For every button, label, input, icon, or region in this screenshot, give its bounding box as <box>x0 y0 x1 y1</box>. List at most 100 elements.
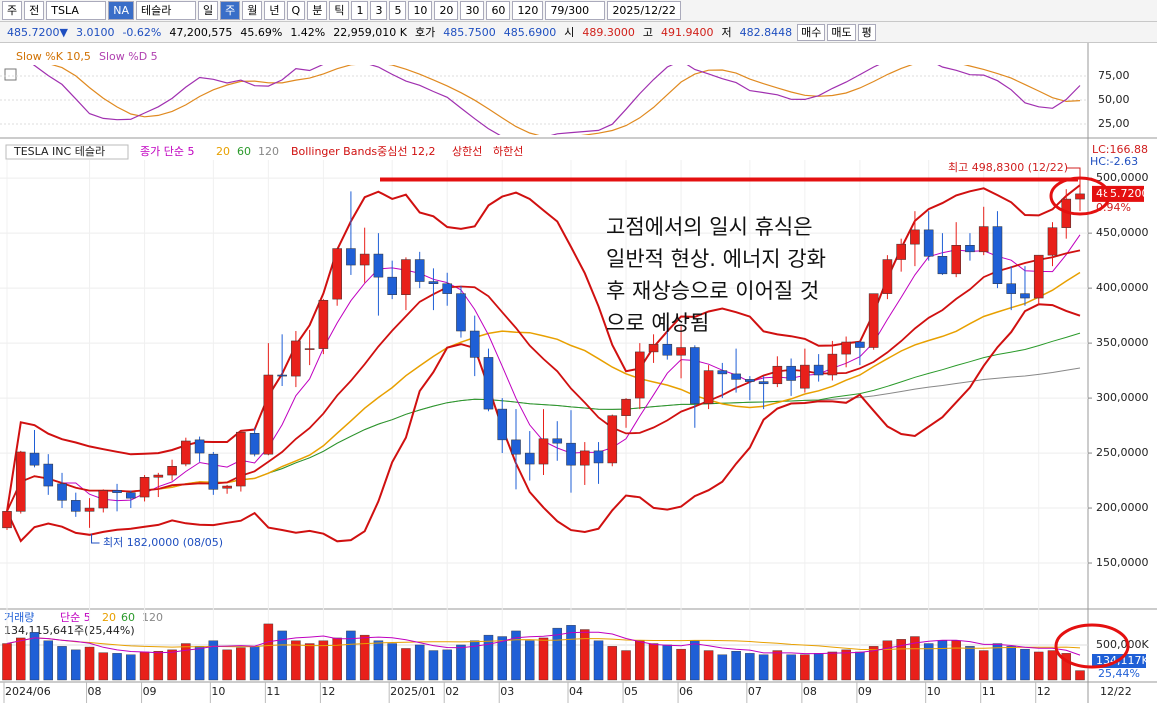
volume-bar <box>442 649 452 681</box>
toolbar-button[interactable]: 30 <box>460 1 485 20</box>
volume-bar <box>621 650 631 681</box>
toolbar-button[interactable]: 1 <box>351 1 369 20</box>
candle-body <box>937 256 948 275</box>
volume-bar <box>1047 650 1058 681</box>
toolbar-button[interactable]: 일 <box>198 1 219 20</box>
volume-bar <box>717 654 728 681</box>
last-price-label: 485.7200 <box>1096 187 1149 200</box>
toolbar-button[interactable]: 79/300 <box>545 1 606 20</box>
candle-body <box>359 253 370 266</box>
volume-bar <box>16 637 26 681</box>
hc-label: HC:-2.63 <box>1090 155 1138 168</box>
candle-body <box>2 511 12 529</box>
toolbar-button[interactable]: Q <box>286 1 306 20</box>
candle-body <box>538 438 549 465</box>
candle-body <box>1006 283 1017 294</box>
toolbar-button[interactable]: 5 <box>389 1 407 20</box>
toolbar-button[interactable]: 분 <box>307 1 328 20</box>
volume-ma-label: 20 <box>102 611 116 624</box>
candle-body <box>703 370 714 404</box>
panel-icon[interactable] <box>4 68 17 81</box>
toolbar-button[interactable]: 틱 <box>329 1 350 20</box>
ma-label: 120 <box>258 145 279 158</box>
candle-body <box>29 452 40 466</box>
toolbar-button[interactable]: 주 <box>220 1 241 20</box>
volume-bar <box>153 651 164 681</box>
toolbar-button[interactable]: 년 <box>264 1 285 20</box>
volume-bar <box>167 649 177 681</box>
candle-body <box>277 374 287 377</box>
y-tick-label: 350,0000 <box>1096 336 1149 349</box>
low-label: 최저 182,0000 (08/05) <box>103 536 223 549</box>
toolbar-button[interactable]: 월 <box>242 1 263 20</box>
candle-body <box>511 439 521 455</box>
volume-summary: 134,115,641주(25,44%) <box>4 624 135 637</box>
volume-bar <box>181 643 191 681</box>
candle-body <box>387 276 397 295</box>
candle-body <box>332 248 342 300</box>
candle-body <box>57 483 67 501</box>
volume-bar <box>525 640 535 681</box>
volume-bar <box>2 643 12 681</box>
quote-field: 3.0100 <box>75 25 115 39</box>
quote-field[interactable]: 매수 <box>797 23 826 41</box>
toolbar-button[interactable]: 주 <box>2 1 23 20</box>
candle-body <box>181 440 191 465</box>
x-tick-label: 05 <box>624 685 638 698</box>
x-tick-label: 09 <box>143 685 157 698</box>
volume-bar <box>497 636 507 681</box>
volume-bar <box>593 640 604 681</box>
candle-body <box>373 253 384 278</box>
volume-bar <box>84 646 95 681</box>
quote-field[interactable]: 평 <box>857 23 876 41</box>
toolbar-button[interactable]: 전 <box>24 1 45 20</box>
volume-bar <box>29 632 40 681</box>
toolbar-button[interactable]: TSLA <box>46 1 107 20</box>
toolbar-button[interactable]: 2025/12/22 <box>607 1 681 20</box>
quote-field: 485.7200▼ <box>7 25 68 39</box>
candle-body <box>1033 254 1044 299</box>
volume-bar <box>373 640 384 681</box>
x-tick-label: 11 <box>266 685 280 698</box>
toolbar-button[interactable]: 3 <box>370 1 388 20</box>
x-tick-label: 11 <box>982 685 996 698</box>
volume-bar <box>965 646 975 681</box>
low-pointer <box>91 533 100 544</box>
candle-body <box>153 474 164 478</box>
toolbar-button[interactable]: 테슬라 <box>136 1 197 20</box>
quote-field: 고 <box>642 26 653 39</box>
candle-body <box>745 379 755 382</box>
volume-bar <box>566 625 576 681</box>
volume-bar <box>758 654 769 681</box>
candle-body <box>249 433 260 455</box>
candle-body <box>621 398 631 416</box>
candle-body <box>483 357 494 410</box>
volume-bar <box>359 634 370 681</box>
ma-label: 20 <box>216 145 230 158</box>
candle-body <box>579 450 590 466</box>
toolbar-button[interactable]: 120 <box>512 1 544 20</box>
ma-label: 종가 단순 5 <box>140 145 194 158</box>
volume-title: 거래량 <box>4 611 34 624</box>
quote-field[interactable]: 매도 <box>827 23 856 41</box>
volume-bar <box>772 650 783 681</box>
candle-body <box>291 340 301 377</box>
candle-body <box>346 248 356 266</box>
candle-body <box>717 370 728 375</box>
volume-bar <box>552 627 562 681</box>
bollinger-upper-label: 상한선 <box>452 145 482 158</box>
candle-body <box>648 343 659 353</box>
y-tick-label: 450,0000 <box>1096 226 1149 239</box>
toolbar-button[interactable]: NA <box>108 1 135 20</box>
x-tick-label: 10 <box>927 685 941 698</box>
toolbar-button[interactable]: 20 <box>434 1 459 20</box>
volume-bar <box>263 623 274 681</box>
toolbar-button[interactable]: 60 <box>486 1 511 20</box>
volume-bar <box>483 634 494 681</box>
volume-bar <box>882 640 893 681</box>
candle-body <box>552 438 563 444</box>
candle-body <box>304 348 315 350</box>
quote-field: 1.42% <box>290 25 326 39</box>
toolbar-button[interactable]: 10 <box>408 1 433 20</box>
volume-bar <box>951 640 961 681</box>
